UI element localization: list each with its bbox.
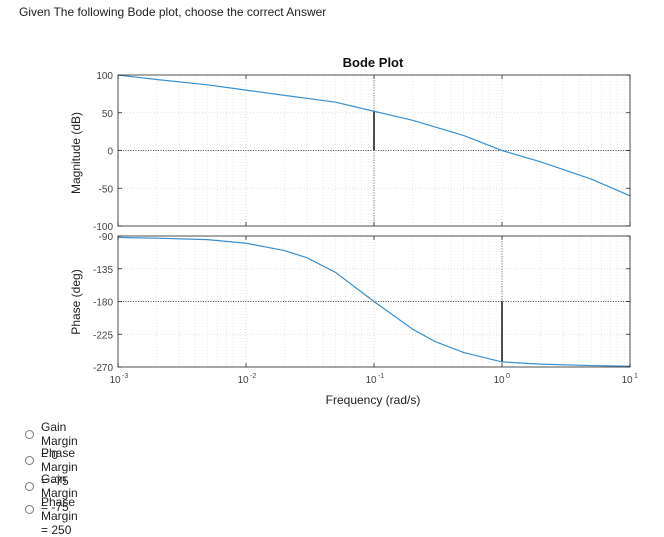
magnitude-y-tick-label: 50 — [102, 109, 114, 120]
option-3-label: Gain Margin = -75 — [41, 472, 78, 514]
phase-axis-label: Phase (deg) — [69, 269, 83, 334]
x-tick-exponent: -2 — [250, 373, 256, 380]
x-tick-exponent: -3 — [122, 373, 128, 380]
phase-y-tick-label: -270 — [93, 363, 113, 374]
magnitude-y-tick-label: 0 — [107, 147, 113, 158]
x-tick-label: 10 — [493, 375, 505, 386]
radio-option-1[interactable] — [25, 430, 34, 439]
x-tick-exponent: -1 — [378, 373, 384, 380]
x-tick-label: 10 — [365, 375, 377, 386]
chart-title: Bode Plot — [343, 55, 404, 70]
phase-y-tick-label: -90 — [99, 232, 114, 243]
option-2-label: Phase Margin = -75 — [41, 446, 78, 488]
magnitude-axis-label: Magnitude (dB) — [69, 112, 83, 194]
option-4-label: Phase Margin = 250 — [41, 495, 78, 537]
phase-y-tick-label: -225 — [93, 330, 113, 341]
radio-option-3[interactable] — [25, 482, 34, 491]
magnitude-y-tick-label: -100 — [93, 222, 113, 233]
phase-series-line — [117, 236, 631, 367]
phase-y-tick-label: -180 — [93, 298, 113, 309]
x-axis-label: Frequency (rad/s) — [326, 393, 421, 407]
phase-y-tick-label: -135 — [93, 265, 113, 276]
magnitude-y-tick-label: 100 — [96, 71, 113, 82]
radio-option-4[interactable] — [25, 505, 34, 514]
x-tick-exponent: 0 — [506, 373, 510, 380]
magnitude-series-line — [117, 74, 631, 197]
magnitude-y-tick-label: -50 — [99, 184, 114, 195]
question-text: Given The following Bode plot, choose th… — [19, 5, 327, 19]
x-tick-label: 10 — [109, 375, 121, 386]
x-tick-label: 10 — [237, 375, 249, 386]
option-1-label: Gain Margin = 0 — [41, 420, 78, 462]
x-tick-exponent: 1 — [634, 373, 638, 380]
radio-option-2[interactable] — [25, 456, 34, 465]
magnitude-panel: 100 50 0 -50 -100 — [93, 71, 631, 233]
x-tick-label: 10 — [621, 375, 633, 386]
